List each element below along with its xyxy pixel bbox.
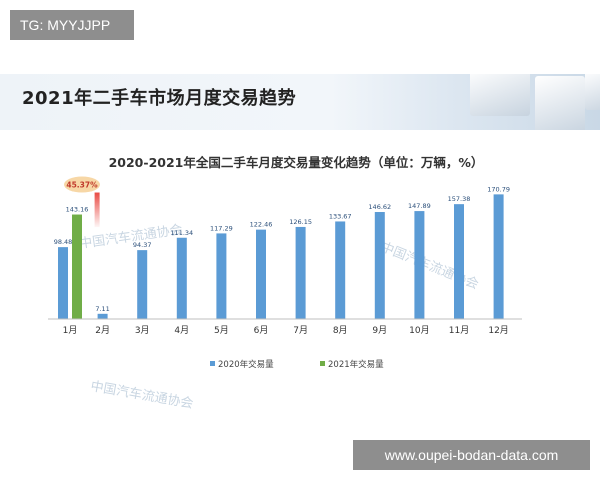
data-label-2020: 111.34 xyxy=(170,229,193,237)
x-tick-label: 10月 xyxy=(409,325,429,336)
data-label-2020: 94.37 xyxy=(133,241,152,249)
data-label-2020: 7.11 xyxy=(95,305,109,313)
decorative-block-2 xyxy=(535,76,585,130)
data-label-2020: 98.48 xyxy=(54,238,73,246)
data-label-2021: 143.16 xyxy=(66,206,89,214)
header-banner: 2021年二手车市场月度交易趋势 xyxy=(0,74,600,130)
annotation-bubble xyxy=(64,176,100,193)
watermark-text: 中国汽车流通协会 xyxy=(89,378,194,412)
bar-2020 xyxy=(256,229,266,319)
watermark-text: 中国汽车流通协会 xyxy=(379,239,481,293)
x-tick-label: 12月 xyxy=(488,325,508,336)
legend-label: 2021年交易量 xyxy=(328,359,384,370)
tg-badge: TG: MYYJJPP xyxy=(10,10,134,40)
decorative-block-3 xyxy=(585,74,600,110)
data-label-2020: 147.89 xyxy=(408,202,431,210)
bar-2020 xyxy=(335,221,346,319)
x-tick-label: 2月 xyxy=(95,325,110,336)
data-label-2020: 157.38 xyxy=(448,195,471,203)
data-label-2020: 117.29 xyxy=(210,224,233,232)
bar-2020 xyxy=(454,204,464,319)
annotation-label: 45.37% xyxy=(66,181,98,190)
growth-arrow xyxy=(94,192,100,228)
legend-swatch xyxy=(320,361,325,366)
x-tick-label: 6月 xyxy=(254,325,269,336)
bar-2020 xyxy=(58,247,68,319)
data-label-2020: 126.15 xyxy=(289,218,312,226)
site-watermark: www.oupei-bodan-data.com xyxy=(353,440,590,470)
x-tick-label: 11月 xyxy=(449,325,469,336)
x-tick-label: 9月 xyxy=(372,325,387,336)
x-tick-label: 4月 xyxy=(174,325,189,336)
bar-2020 xyxy=(374,212,385,319)
bar-2020 xyxy=(97,313,108,319)
x-tick-label: 8月 xyxy=(333,325,348,336)
bar-2020 xyxy=(493,194,504,319)
x-tick-label: 5月 xyxy=(214,325,229,336)
bar-2020 xyxy=(414,211,425,319)
data-label-2020: 170.79 xyxy=(487,185,510,193)
x-tick-label: 7月 xyxy=(293,325,308,336)
x-tick-label: 1月 xyxy=(63,325,78,336)
bar-2020 xyxy=(216,233,227,319)
watermark-text: 中国汽车流通协会 xyxy=(78,222,183,252)
bar-2021 xyxy=(72,214,82,319)
bar-2020 xyxy=(176,237,187,319)
bar-2020 xyxy=(137,250,148,319)
data-label-2020: 146.62 xyxy=(368,203,391,211)
x-tick-label: 3月 xyxy=(135,325,150,336)
legend-swatch xyxy=(210,361,215,366)
data-label-2020: 122.46 xyxy=(250,221,273,229)
data-label-2020: 133.67 xyxy=(329,212,352,220)
decorative-block-1 xyxy=(470,74,530,116)
chart-title: 2020-2021年全国二手车月度交易量变化趋势（单位：万辆，%） xyxy=(109,155,484,170)
bar-2020 xyxy=(295,226,306,319)
page-title: 2021年二手车市场月度交易趋势 xyxy=(22,88,297,109)
legend-label: 2020年交易量 xyxy=(218,359,274,370)
